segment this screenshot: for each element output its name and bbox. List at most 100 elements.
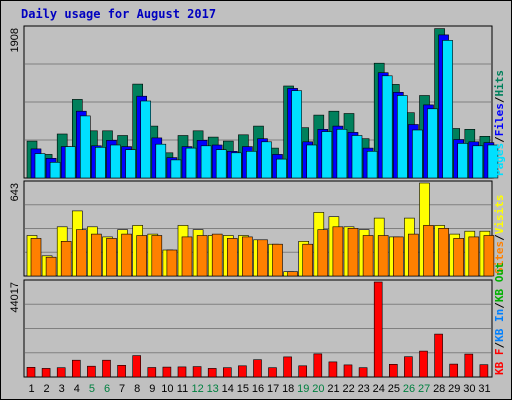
bar-pages: [381, 75, 393, 179]
bar-pages: [427, 108, 438, 179]
bar-kb-f: [419, 350, 428, 378]
legend-separator: /: [493, 136, 506, 143]
x-tick-label: 25: [388, 383, 400, 395]
bar-pages: [412, 129, 423, 179]
bar-pages: [64, 146, 76, 179]
y-max-label: 44017: [9, 282, 21, 313]
legend-entry: KB In: [493, 309, 506, 342]
chart-title: Daily usage for August 2017: [21, 7, 217, 21]
bar-sites: [362, 235, 374, 277]
bar-kb-f: [207, 368, 217, 378]
legend-entry: Visits: [493, 195, 506, 235]
bar-sites: [136, 235, 147, 277]
bar-pages: [366, 151, 378, 179]
bar-pages: [80, 115, 91, 179]
x-tick-label: 11: [177, 383, 188, 395]
x-tick-label: 10: [161, 383, 173, 395]
bar-kb-f: [238, 365, 247, 378]
x-tick-label: 29: [448, 383, 460, 395]
bar-sites: [332, 226, 344, 277]
bar-pages: [49, 162, 61, 179]
bar-pages: [351, 135, 363, 179]
bar-pages: [200, 145, 212, 179]
x-tick-label: 5: [89, 383, 95, 395]
y-max-label: 643: [9, 183, 21, 201]
x-tick-label: 19: [297, 383, 309, 395]
bar-pages: [457, 143, 469, 179]
x-tick-label: 12: [191, 383, 203, 395]
legend-entry: Sites: [493, 241, 506, 274]
panel-legend: Sites/Visits: [493, 195, 506, 275]
bar-kb-f: [358, 367, 368, 378]
bar-kb-f: [26, 366, 36, 378]
bar-pages: [155, 143, 167, 179]
x-tick-label: 30: [463, 383, 475, 395]
x-tick-label: 23: [358, 383, 370, 395]
bar-kb-f: [343, 364, 353, 378]
bar-pages: [34, 153, 46, 179]
bar-sites: [45, 256, 57, 277]
x-tick-label: 31: [478, 383, 490, 395]
bar-kb-f: [373, 281, 383, 378]
bar-kb-f: [283, 356, 292, 378]
bar-kb-f: [253, 359, 262, 378]
legend-entry: KB Out: [493, 262, 506, 302]
x-tick-label: 14: [222, 383, 234, 395]
bar-pages: [487, 144, 499, 179]
bar-sites: [211, 233, 223, 277]
bar-pages: [215, 149, 227, 179]
legend-entry: Hits: [493, 70, 506, 97]
bar-pages: [396, 95, 408, 179]
bar-kb-f: [72, 359, 81, 378]
x-tick-label: 1: [28, 383, 34, 395]
bar-pages: [95, 147, 106, 179]
x-tick-label: 16: [252, 383, 264, 395]
x-tick-label: 3: [59, 383, 65, 395]
bar-pages: [291, 90, 302, 179]
bar-kb-f: [313, 353, 323, 378]
bar-kb-f: [177, 366, 187, 378]
bar-kb-f: [464, 353, 474, 378]
bar-kb-f: [449, 363, 459, 378]
bar-kb-f: [102, 359, 111, 378]
bar-kb-f: [147, 367, 157, 378]
bar-sites: [438, 228, 449, 277]
legend-separator: /: [493, 234, 506, 241]
legend-entry: KB F: [493, 349, 506, 376]
panel-legend: KB F/KB In/KB Out: [493, 262, 506, 375]
bar-pages: [276, 158, 287, 179]
bar-sites: [30, 238, 42, 277]
x-tick-label: 6: [104, 383, 110, 395]
bar-sites: [121, 233, 132, 277]
bar-sites: [106, 238, 117, 277]
bar-pages: [306, 144, 318, 179]
bar-pages: [140, 100, 151, 179]
bar-pages: [261, 141, 272, 179]
bar-sites: [317, 229, 329, 277]
x-tick-label: 2: [44, 383, 50, 395]
legend-separator: /: [493, 302, 506, 309]
bar-kb-f: [434, 333, 443, 378]
bar-sites: [76, 229, 87, 277]
bar-pages: [231, 152, 242, 179]
bar-kb-f: [192, 366, 202, 378]
x-tick-label: 18: [282, 383, 294, 395]
bar-sites: [166, 249, 178, 277]
bar-sites: [227, 238, 238, 277]
bar-pages: [442, 40, 453, 179]
bar-kb-f: [41, 368, 51, 378]
x-tick-label: 13: [207, 383, 219, 395]
x-tick-label: 28: [433, 383, 445, 395]
bar-sites: [60, 241, 72, 277]
x-tick-label: 4: [74, 383, 80, 395]
bar-sites: [408, 233, 419, 277]
x-tick-label: 8: [134, 383, 140, 395]
x-tick-label: 24: [373, 383, 385, 395]
legend-separator: /: [493, 342, 506, 349]
bar-kb-f: [87, 365, 96, 378]
bar-pages: [336, 129, 348, 179]
bar-kb-f: [479, 364, 489, 378]
x-tick-label: 27: [418, 383, 430, 395]
